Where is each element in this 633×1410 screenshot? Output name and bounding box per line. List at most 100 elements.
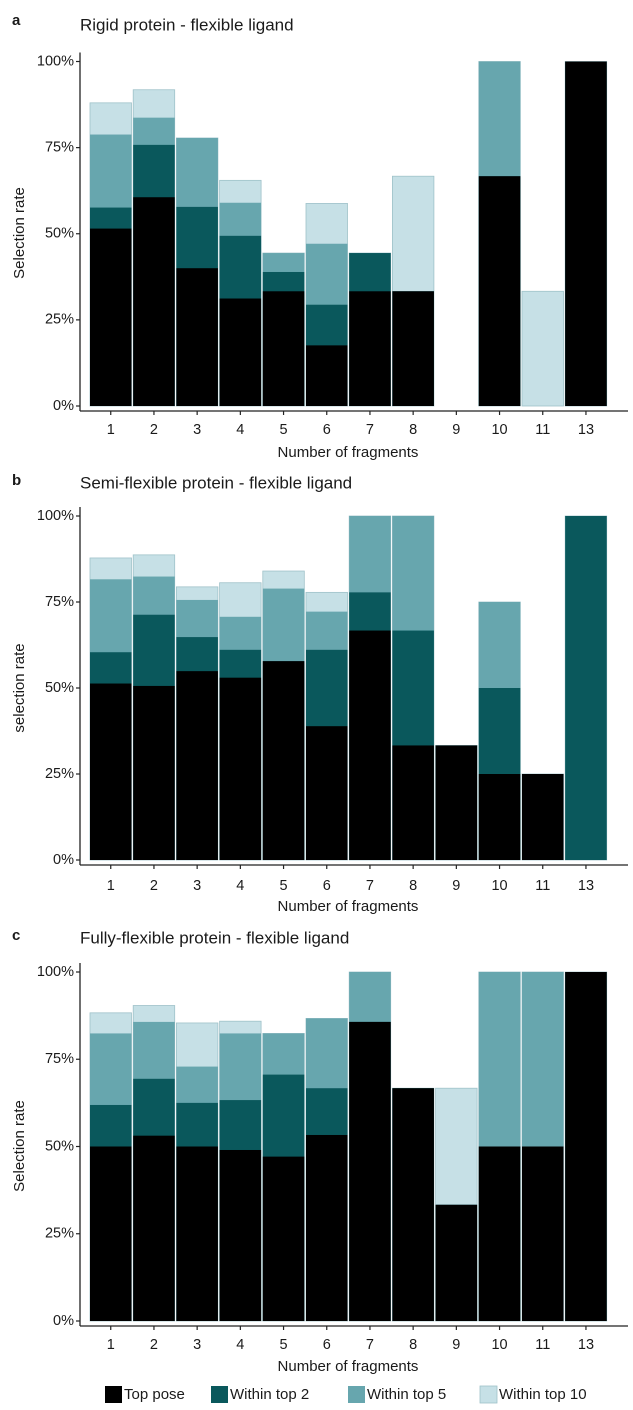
x-tick-label: 2	[150, 1337, 158, 1353]
bar-top-pose-5	[262, 291, 305, 406]
bar-top-pose-2	[133, 1135, 175, 1321]
bar-top-pose-6	[306, 1134, 348, 1321]
x-tick-label: 13	[578, 422, 594, 438]
x-tick-label: 10	[491, 1337, 507, 1353]
legend-label: Within top 5	[367, 1386, 446, 1403]
x-tick-label: 4	[236, 422, 244, 438]
x-tick-label: 5	[280, 422, 288, 438]
x-tick-label: 3	[193, 1337, 201, 1353]
x-tick-label: 11	[535, 1337, 550, 1353]
x-tick-label: 7	[366, 422, 374, 438]
bar-top-pose-7	[349, 630, 391, 860]
x-tick-label: 9	[452, 1337, 460, 1353]
bar-top-pose-11	[522, 1146, 564, 1321]
bar-top-pose-3	[176, 268, 218, 406]
chart-panel-c: c Fully-flexible protein - flexible ligan…	[11, 927, 628, 1375]
y-tick-label: 75%	[45, 139, 74, 155]
chart-panel-a: a Rigid protein - flexible ligand 0% 25% 50%…	[11, 12, 628, 461]
bar-top-pose-1	[90, 228, 132, 406]
bar-top-pose-1	[90, 1146, 132, 1321]
x-tick-label: 3	[193, 422, 201, 438]
bar-top-pose-6	[306, 345, 348, 406]
bar-top-pose-13	[565, 61, 607, 406]
bar-top-pose-4	[219, 1149, 262, 1321]
chart-title: Fully-flexible protein - flexible ligand	[80, 928, 349, 947]
bar-top-pose-10	[478, 176, 521, 406]
y-tick-label: 25%	[45, 312, 74, 328]
x-axis-title: Number of fragments	[278, 898, 419, 915]
y-tick-label: 75%	[45, 1051, 74, 1067]
legend-swatch-top-pose	[105, 1386, 122, 1403]
x-tick-label: 6	[323, 422, 331, 438]
y-tick-label: 50%	[45, 226, 74, 242]
y-tick-label: 50%	[45, 1138, 74, 1154]
y-tick-label: 0%	[53, 398, 74, 414]
panel-letter: a	[12, 12, 21, 29]
bar-top-pose-5	[262, 661, 305, 860]
y-axis-title: Selection rate	[11, 1100, 28, 1192]
y-tick-label: 25%	[45, 1226, 74, 1242]
bar-top-pose-9	[435, 1204, 478, 1321]
chart-panel-b: b Semi-flexible protein - flexible ligand…	[11, 472, 628, 915]
bar-within-top-2-13	[565, 516, 607, 860]
x-axis-title: Number of fragments	[278, 1358, 419, 1375]
y-tick-label: 50%	[45, 680, 74, 696]
x-tick-label: 2	[150, 422, 158, 438]
panel-letter: c	[12, 927, 20, 944]
bar-top-pose-7	[349, 291, 391, 406]
x-tick-label: 13	[578, 878, 594, 894]
x-tick-label: 5	[280, 878, 288, 894]
x-tick-label: 8	[409, 1337, 417, 1353]
y-tick-label: 25%	[45, 766, 74, 782]
bar-top-pose-7	[349, 1021, 391, 1321]
bar-top-pose-8	[392, 291, 434, 406]
bar-top-pose-3	[176, 671, 218, 860]
x-tick-label: 2	[150, 878, 158, 894]
bar-top-pose-4	[219, 298, 262, 406]
x-tick-label: 6	[323, 878, 331, 894]
legend-swatch-within-top-2	[211, 1386, 228, 1403]
bar-top-pose-9	[435, 745, 478, 860]
legend-label: Top pose	[124, 1386, 185, 1403]
y-tick-label: 100%	[37, 508, 74, 524]
legend-swatch-within-top-5	[348, 1386, 365, 1403]
legend: Top pose Within top 2 Within top 5 Within t…	[105, 1385, 587, 1404]
x-tick-label: 7	[366, 878, 374, 894]
panel-letter: b	[12, 472, 21, 489]
y-tick-label: 100%	[37, 53, 74, 69]
x-tick-label: 10	[491, 878, 507, 894]
bar-top-pose-10	[478, 1146, 521, 1321]
x-tick-label: 13	[578, 1337, 594, 1353]
x-tick-label: 9	[452, 878, 460, 894]
x-tick-label: 11	[535, 878, 550, 894]
y-tick-label: 0%	[53, 1313, 74, 1329]
legend-label: Within top 2	[230, 1386, 309, 1403]
y-tick-label: 75%	[45, 594, 74, 610]
x-tick-label: 1	[107, 422, 115, 438]
chart-title: Semi-flexible protein - flexible ligand	[80, 473, 352, 492]
x-tick-label: 6	[323, 1337, 331, 1353]
x-tick-label: 8	[409, 422, 417, 438]
x-axis-title: Number of fragments	[278, 444, 419, 461]
bar-top-pose-5	[262, 1156, 305, 1321]
x-tick-label: 4	[236, 1337, 244, 1353]
x-tick-label: 3	[193, 878, 201, 894]
bar-top-pose-8	[392, 1088, 434, 1321]
x-tick-label: 8	[409, 878, 417, 894]
x-tick-label: 5	[280, 1337, 288, 1353]
x-tick-label: 1	[107, 878, 115, 894]
bar-top-pose-13	[565, 972, 607, 1321]
legend-label: Within top 10	[499, 1386, 587, 1403]
bar-within-top-10-11	[521, 290, 564, 407]
x-tick-label: 1	[107, 1337, 115, 1353]
y-axis-title: Selection rate	[11, 187, 28, 279]
bar-top-pose-3	[176, 1146, 218, 1321]
bar-top-pose-2	[133, 197, 175, 406]
y-tick-label: 100%	[37, 964, 74, 980]
bar-top-pose-2	[133, 685, 175, 860]
y-axis-title: selection rate	[11, 643, 28, 732]
y-tick-label: 0%	[53, 852, 74, 868]
x-tick-label: 9	[452, 422, 460, 438]
bar-top-pose-10	[478, 774, 521, 860]
